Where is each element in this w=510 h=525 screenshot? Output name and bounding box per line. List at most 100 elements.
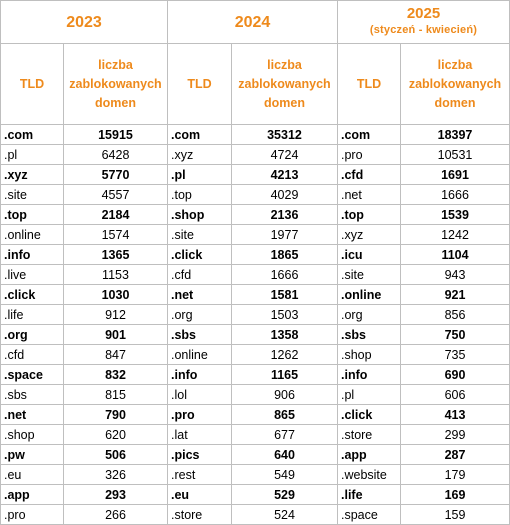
blocked-count-cell: 1503 [231, 304, 338, 325]
blocked-count-cell: 5770 [63, 164, 168, 185]
tld-cell: .sbs [167, 324, 232, 345]
tld-cell: .site [167, 224, 232, 245]
blocked-count-cell: 266 [63, 504, 168, 525]
blocked-count-cell: 1691 [399, 164, 510, 185]
col-header-tld: TLD [0, 43, 64, 125]
tld-cell: .com [337, 124, 401, 145]
table-row: .com 15915 .com 35312 .com 18397 [0, 124, 510, 145]
blocked-count-cell: 1030 [63, 284, 168, 305]
blocked-count-cell: 832 [63, 364, 168, 385]
tld-cell: .pw [0, 444, 64, 465]
blocked-count-cell: 1262 [231, 344, 338, 365]
tld-cell: .com [0, 124, 64, 145]
tld-cell: .pl [0, 144, 64, 165]
blocked-count-cell: 1581 [231, 284, 338, 305]
tld-cell: .top [167, 184, 232, 205]
blocked-count-cell: 287 [399, 444, 510, 465]
blocked-count-cell: 735 [399, 344, 510, 365]
table-row: .top 2184 .shop 2136 .top 1539 [0, 204, 510, 225]
blocked-count-cell: 4724 [231, 144, 338, 165]
blocked-count-cell: 901 [63, 324, 168, 345]
tld-cell: .store [167, 504, 232, 525]
table-row: .pl 6428 .xyz 4724 .pro 10531 [0, 144, 510, 165]
tld-cell: .live [0, 264, 64, 285]
tld-cell: .shop [0, 424, 64, 445]
tld-cell: .pro [0, 504, 64, 525]
column-header-row: TLD liczba zablokowanych domen TLD liczb… [0, 43, 510, 125]
table-row: .pw 506 .pics 640 .app 287 [0, 444, 510, 465]
tld-cell: .sbs [0, 384, 64, 405]
tld-cell: .rest [167, 464, 232, 485]
tld-cell: .click [0, 284, 64, 305]
blocked-count-cell: 1358 [231, 324, 338, 345]
blocked-count-cell: 179 [399, 464, 510, 485]
tld-cell: .online [337, 284, 401, 305]
blocked-count-cell: 2184 [63, 204, 168, 225]
tld-cell: .cfd [337, 164, 401, 185]
tld-cell: .site [0, 184, 64, 205]
blocked-count-cell: 1242 [399, 224, 510, 245]
table-row: .sbs 815 .lol 906 .pl 606 [0, 384, 510, 405]
table-row: .online 1574 .site 1977 .xyz 1242 [0, 224, 510, 245]
tld-cell: .shop [337, 344, 401, 365]
blocked-count-cell: 1153 [63, 264, 168, 285]
tld-cell: .click [337, 404, 401, 425]
tld-cell: .app [0, 484, 64, 505]
col-header-count: liczba zablokowanych domen [399, 43, 510, 125]
blocked-count-cell: 15915 [63, 124, 168, 145]
tld-cell: .site [337, 264, 401, 285]
blocked-count-cell: 750 [399, 324, 510, 345]
blocked-count-cell: 18397 [399, 124, 510, 145]
tld-cell: .app [337, 444, 401, 465]
blocked-count-cell: 690 [399, 364, 510, 385]
blocked-count-cell: 159 [399, 504, 510, 525]
blocked-count-cell: 1666 [231, 264, 338, 285]
blocked-count-cell: 299 [399, 424, 510, 445]
tld-cell: .life [0, 304, 64, 325]
blocked-count-cell: 1574 [63, 224, 168, 245]
tld-cell: .xyz [167, 144, 232, 165]
tld-cell: .space [0, 364, 64, 385]
blocked-count-cell: 815 [63, 384, 168, 405]
blocked-count-cell: 2136 [231, 204, 338, 225]
blocked-count-cell: 35312 [231, 124, 338, 145]
blocked-count-cell: 529 [231, 484, 338, 505]
table-row: .app 293 .eu 529 .life 169 [0, 484, 510, 505]
table-row: .space 832 .info 1165 .info 690 [0, 364, 510, 385]
tld-cell: .icu [337, 244, 401, 265]
table-row: .live 1153 .cfd 1666 .site 943 [0, 264, 510, 285]
tld-cell: .info [0, 244, 64, 265]
tld-cell: .shop [167, 204, 232, 225]
blocked-count-cell: 912 [63, 304, 168, 325]
blocked-count-cell: 549 [231, 464, 338, 485]
blocked-count-cell: 856 [399, 304, 510, 325]
blocked-count-cell: 6428 [63, 144, 168, 165]
table-row: .cfd 847 .online 1262 .shop 735 [0, 344, 510, 365]
tld-cell: .top [0, 204, 64, 225]
table-row: .site 4557 .top 4029 .net 1666 [0, 184, 510, 205]
table-row: .life 912 .org 1503 .org 856 [0, 304, 510, 325]
blocked-count-cell: 847 [63, 344, 168, 365]
tld-cell: .space [337, 504, 401, 525]
blocked-count-cell: 4557 [63, 184, 168, 205]
table-row: .pro 266 .store 524 .space 159 [0, 504, 510, 525]
year-header-2025: 2025 (styczeń - kwiecień) [336, 0, 510, 44]
blocked-count-cell: 1365 [63, 244, 168, 265]
blocked-count-cell: 169 [399, 484, 510, 505]
blocked-count-cell: 4213 [231, 164, 338, 185]
blocked-count-cell: 677 [231, 424, 338, 445]
blocked-count-cell: 865 [231, 404, 338, 425]
tld-cell: .click [167, 244, 232, 265]
tld-cell: .top [337, 204, 401, 225]
tld-cell: .eu [167, 484, 232, 505]
tld-cell: .cfd [167, 264, 232, 285]
blocked-count-cell: 326 [63, 464, 168, 485]
tld-cell: .org [167, 304, 232, 325]
blocked-count-cell: 1977 [231, 224, 338, 245]
blocked-count-cell: 4029 [231, 184, 338, 205]
table-row: .shop 620 .lat 677 .store 299 [0, 424, 510, 445]
tld-cell: .lol [167, 384, 232, 405]
tld-cell: .online [0, 224, 64, 245]
tld-cell: .store [337, 424, 401, 445]
col-header-tld: TLD [167, 43, 232, 125]
